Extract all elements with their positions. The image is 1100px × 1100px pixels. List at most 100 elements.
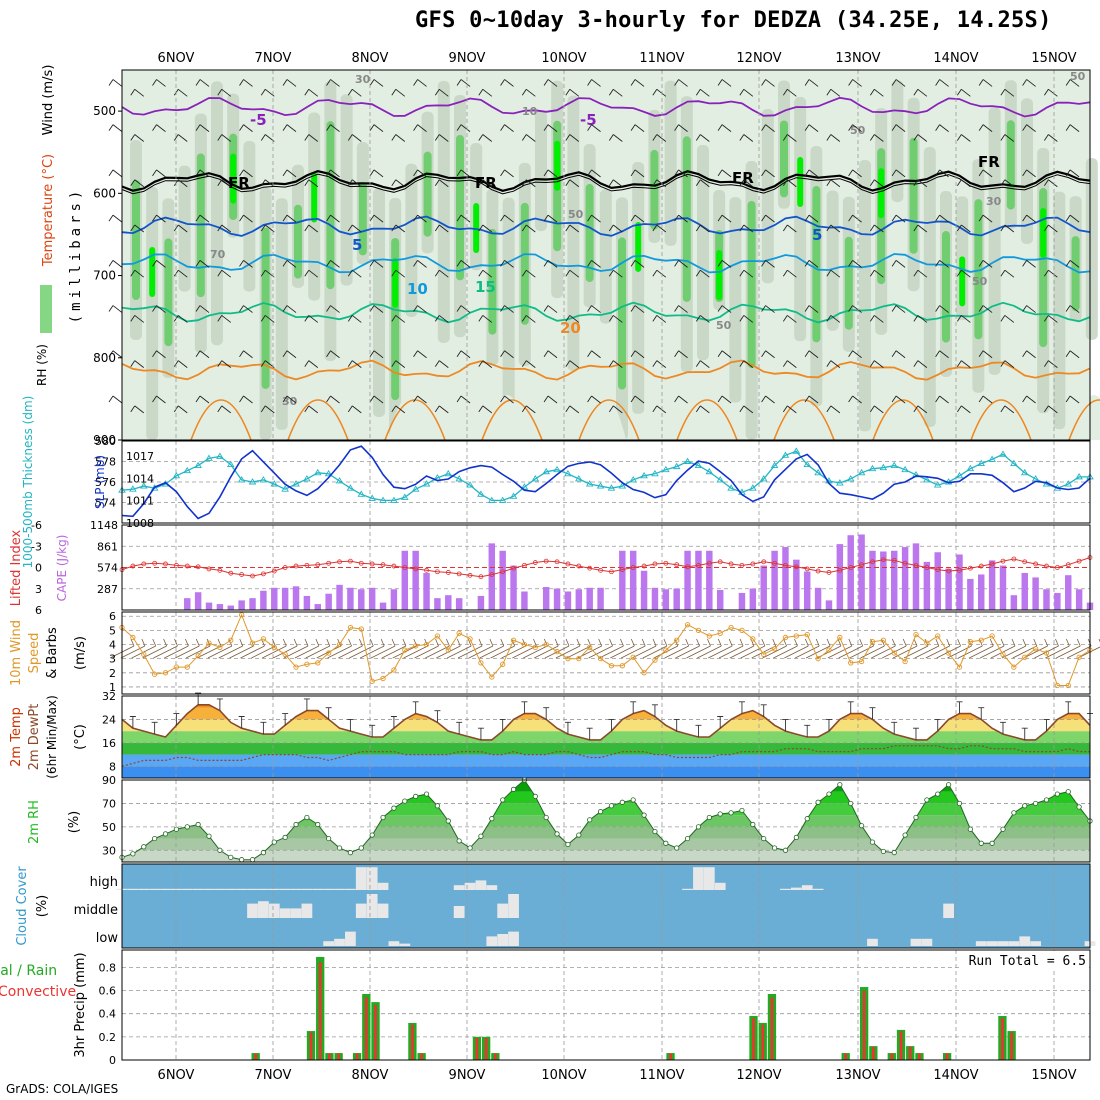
wind-barb	[369, 350, 384, 359]
lifted-index-point	[511, 565, 516, 571]
thickness-point	[814, 468, 822, 476]
surface-wind-barb	[425, 638, 450, 659]
rh-point	[891, 850, 897, 856]
wind-barb	[543, 305, 558, 313]
rh-point	[793, 834, 799, 841]
run-total-box	[962, 951, 1089, 969]
y-tick-upper-500: 500	[93, 104, 116, 118]
rh-point	[869, 839, 876, 845]
contour-label: 10	[407, 280, 428, 298]
wind-barb	[761, 124, 775, 133]
wind-barb	[1043, 315, 1058, 323]
wind-barb	[652, 88, 667, 97]
wind-barb	[782, 269, 797, 278]
wind-barb	[456, 124, 471, 133]
temp-minmax-bar	[499, 718, 506, 732]
wind-barb	[956, 360, 971, 368]
rh-point	[206, 833, 212, 839]
thickness-point	[259, 476, 268, 483]
temp-contour-FR-double	[121, 173, 1091, 195]
thickness-point	[205, 454, 213, 461]
lifted-index-point	[1065, 562, 1071, 568]
cape-bar	[249, 598, 256, 610]
rh-surface-hole	[582, 395, 626, 440]
slp-line	[121, 445, 1091, 520]
y-tick-cape-574: 574	[97, 562, 118, 575]
ylabel-millibars: (millibars)	[68, 187, 84, 324]
wind-barb	[695, 315, 710, 323]
cape-bar	[455, 598, 463, 610]
surface-wind-barb	[457, 638, 483, 659]
wind-barb	[304, 360, 319, 368]
surface-wind-barb	[501, 638, 526, 659]
wind-barb	[1022, 169, 1036, 178]
lifted-index-point	[282, 565, 288, 570]
y-tick-wind-1: 1	[109, 681, 116, 694]
wind-barb	[326, 259, 340, 268]
wind-barb	[369, 305, 384, 313]
wind-speed-point	[500, 661, 506, 667]
cloud-middle-bar	[247, 903, 258, 918]
wind-barb	[848, 214, 862, 223]
rh-point	[750, 821, 756, 828]
rh-point	[217, 847, 223, 853]
wind-barb	[304, 405, 319, 414]
temp-contour-20-cell	[287, 399, 349, 441]
wind-speed-point	[467, 636, 473, 642]
wind-speed-point	[880, 637, 886, 643]
rh-band-mid	[826, 190, 839, 331]
wind-barb	[456, 395, 471, 404]
x-tick-top-6NOV: 6NOV	[158, 51, 195, 66]
temp-minmax-bar	[325, 707, 332, 720]
wind-barb	[956, 134, 971, 142]
wind-speed-point	[587, 644, 593, 650]
lifted-index-point	[924, 565, 930, 570]
wind-barb	[1043, 269, 1058, 278]
precip-convective-bar	[318, 962, 322, 1060]
wind-barb	[478, 315, 493, 323]
wind-barb	[434, 360, 449, 368]
cape-bar	[988, 560, 996, 610]
rh-point	[989, 840, 995, 846]
lifted-index-point	[739, 562, 745, 568]
thickness-point	[194, 461, 202, 469]
wind-barb	[500, 259, 514, 268]
wind-barb	[935, 169, 949, 178]
wind-barb	[1022, 124, 1036, 133]
cloud-high-bar	[301, 888, 313, 890]
surface-wind-barb	[664, 638, 690, 659]
wind-barb	[521, 224, 536, 233]
lifted-index-point	[946, 568, 952, 574]
cloud-high-bar	[682, 888, 693, 890]
wind-barb	[804, 395, 819, 404]
wind-barb	[239, 214, 253, 223]
temp-minmax-bar	[869, 707, 876, 720]
wind-barb	[782, 360, 797, 368]
wind-speed-point	[260, 636, 267, 642]
wind-speed-point	[924, 640, 930, 646]
rh-band-bright	[311, 172, 318, 223]
x-tick-top-13NOV: 13NOV	[835, 51, 880, 66]
thickness-point	[226, 460, 235, 468]
rh-point	[347, 850, 354, 856]
wind-barb	[108, 350, 123, 359]
lifted-index-point	[837, 567, 843, 573]
thickness-point	[901, 465, 909, 473]
lifted-index-point	[989, 561, 995, 567]
wind-barb	[152, 305, 166, 313]
thickness-point	[281, 485, 289, 492]
lifted-cape-frame	[121, 524, 1091, 611]
temp-minmax-bar	[738, 701, 745, 714]
thickness-point	[248, 478, 257, 485]
thickness-point	[792, 447, 801, 454]
thickness-line	[121, 450, 1090, 502]
lifted-index-point	[576, 563, 582, 569]
lifted-index-point	[826, 570, 832, 575]
temp-contour-20-cell	[773, 399, 835, 441]
y-tick-rh-30: 30	[102, 844, 116, 857]
wind-barb	[674, 214, 688, 223]
wind-speed-point	[130, 634, 136, 641]
ylabel-precip: 3hr Precip (mm)	[73, 952, 88, 1057]
thickness-point	[411, 485, 420, 492]
wind-barb	[347, 134, 362, 142]
